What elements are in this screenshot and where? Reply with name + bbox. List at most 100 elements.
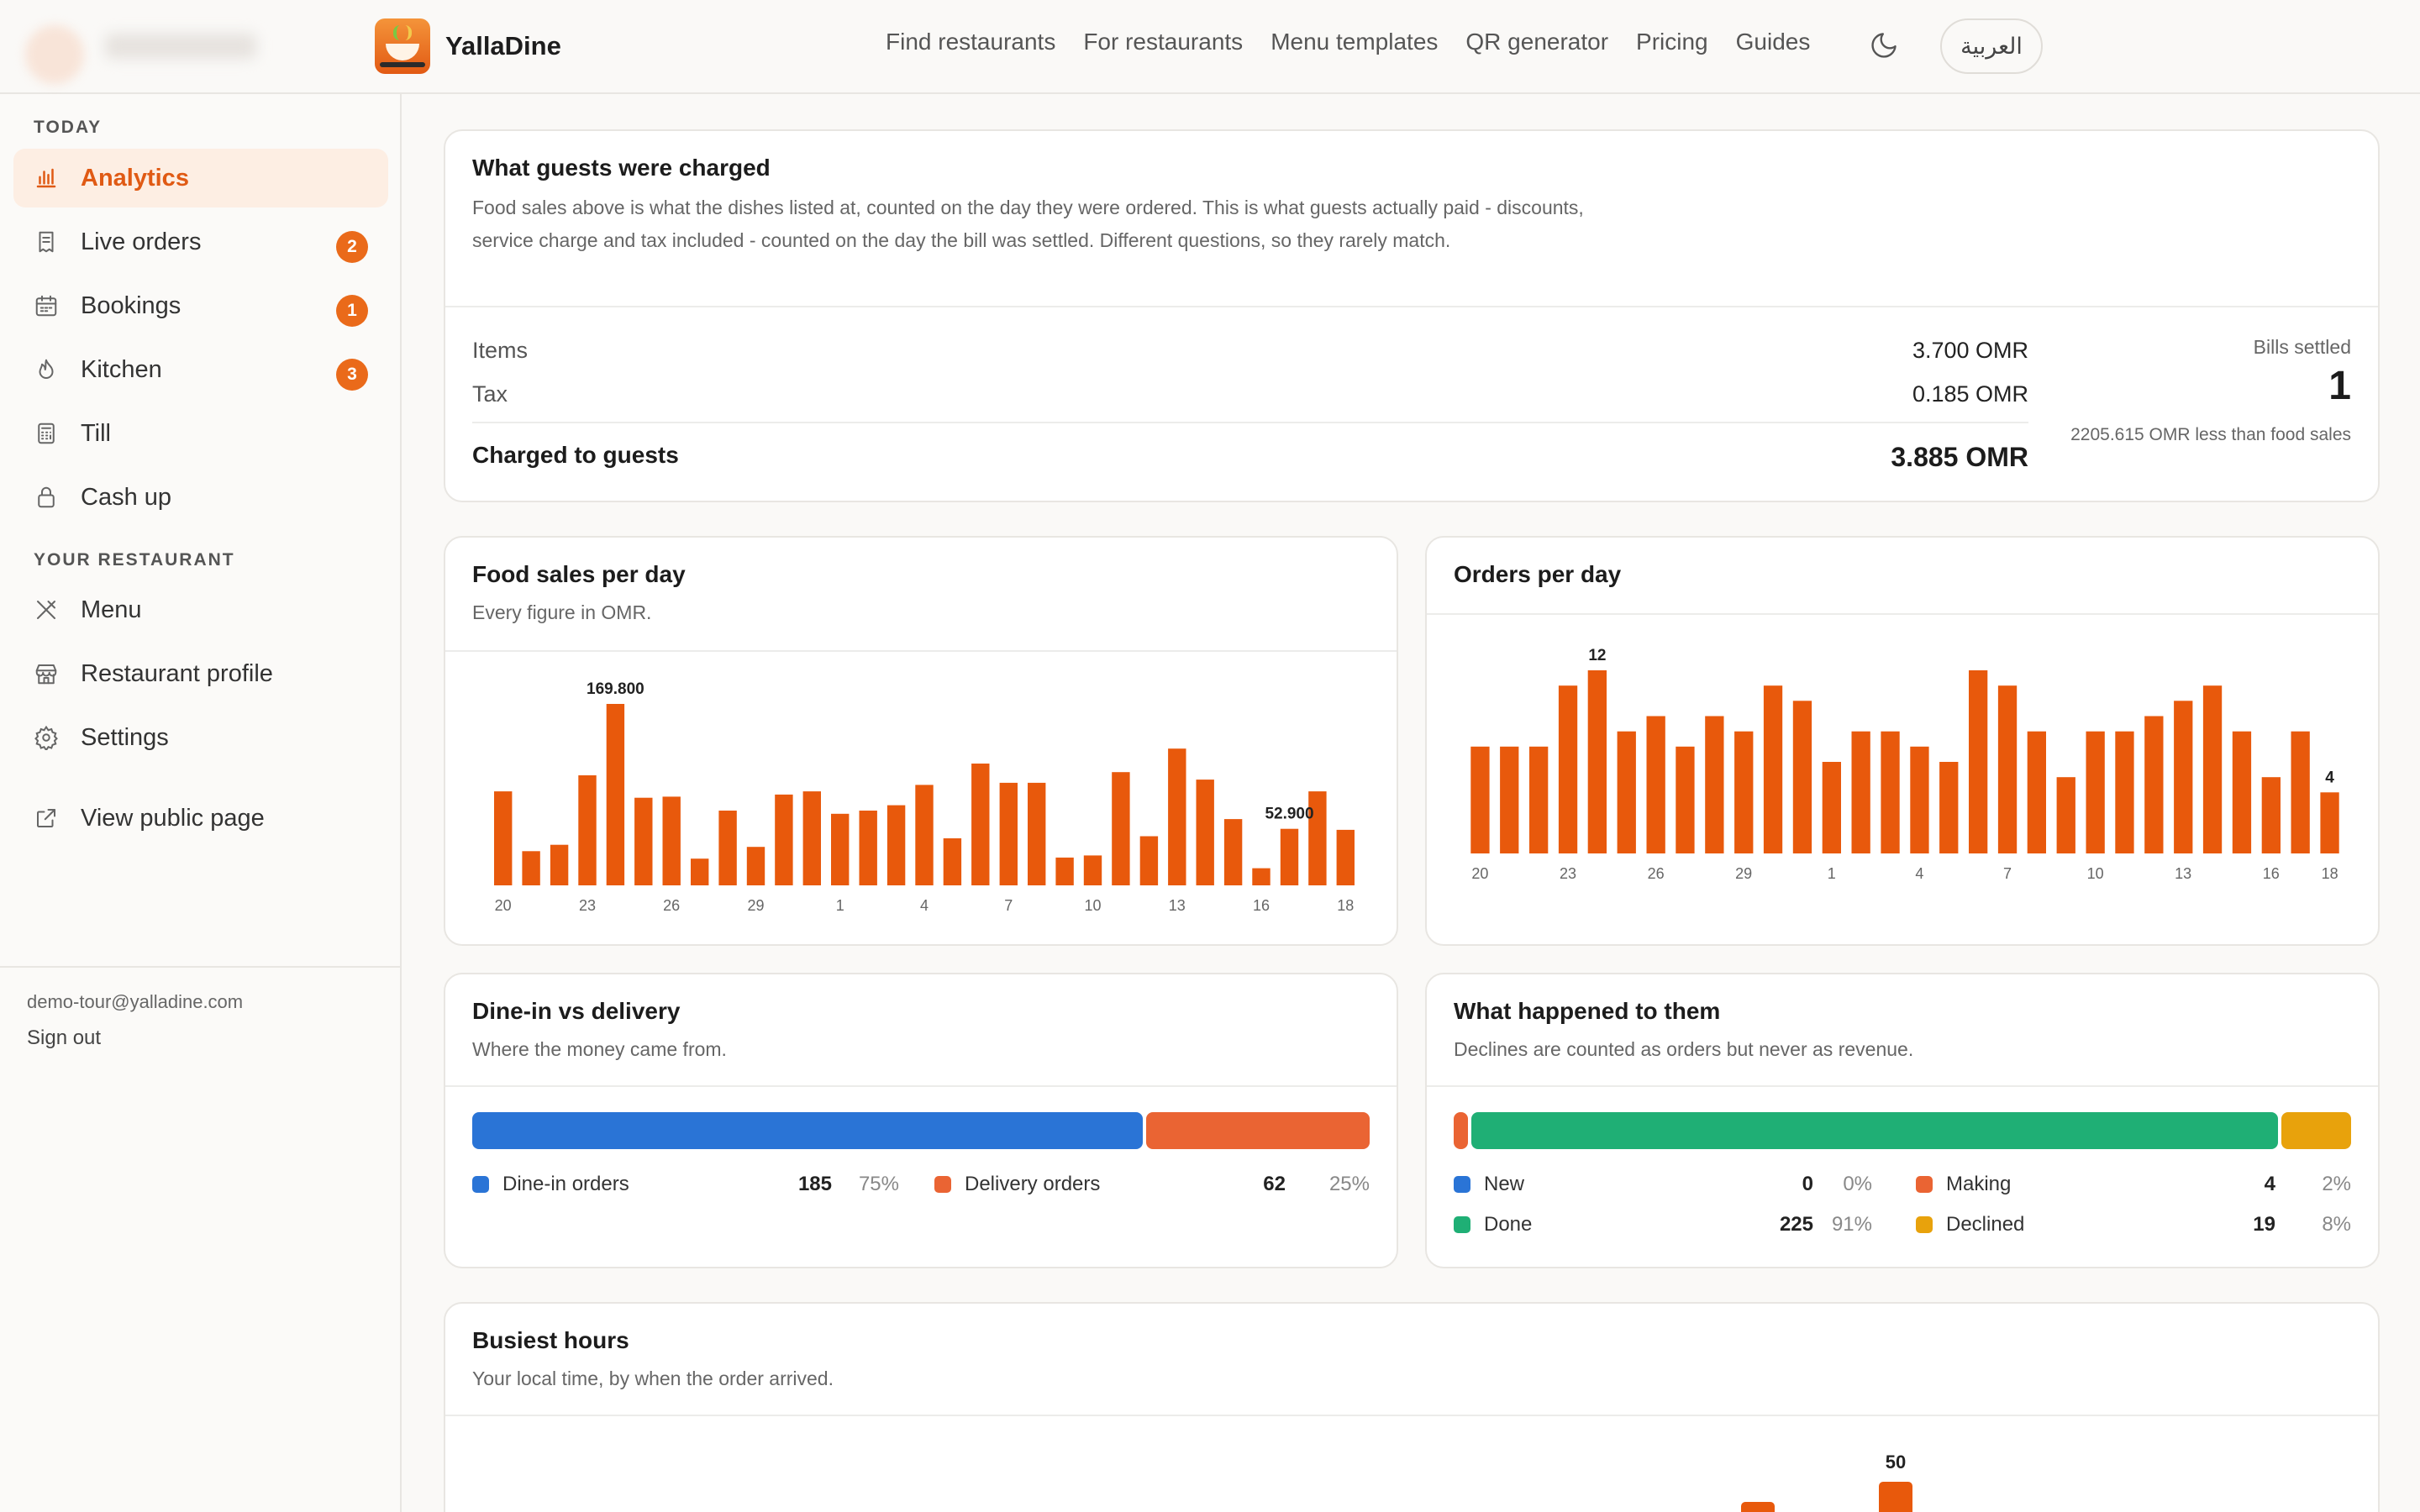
divider: [472, 422, 2028, 423]
receipt-icon: [34, 229, 59, 255]
legend-label: Making: [1946, 1173, 2012, 1195]
sidebar-item-label: Till: [81, 419, 111, 447]
sidebar-section-today: TODAY: [34, 118, 103, 137]
view-public-page-link[interactable]: View public page: [13, 789, 388, 848]
legend-count: 62: [1263, 1173, 1286, 1195]
nav-for-restaurants[interactable]: For restaurants: [1083, 29, 1244, 55]
charge-total-value: 3.885 OMR: [1891, 442, 2028, 472]
sidebar-item-kitchen[interactable]: Kitchen 3: [13, 340, 388, 399]
chart-bar: [1223, 819, 1243, 885]
sidebar-item-live-orders[interactable]: Live orders 2: [13, 213, 388, 271]
brand-logo-icon: [375, 18, 430, 74]
x-tick-label: 29: [1735, 865, 1752, 882]
blurred-restaurant-name: [105, 34, 256, 59]
main-nav: Find restaurants For restaurants Menu te…: [886, 29, 1838, 55]
count-badge: 3: [336, 359, 368, 391]
busiest-hours-chart: 50: [1741, 1452, 1912, 1512]
brand-name: YallaDine: [445, 31, 561, 60]
legend-percent: 8%: [2322, 1213, 2351, 1236]
chart-bar: [1280, 828, 1299, 885]
sign-out-link[interactable]: Sign out: [27, 1026, 102, 1049]
orders-card: Orders per day 12 4 20 23 26 29 1 4 7 10 13 16 18: [1425, 536, 2380, 946]
x-tick-label: 20: [1471, 865, 1488, 882]
hour-bar: [1741, 1502, 1775, 1512]
card-subtitle: Declines are counted as orders but never…: [1454, 1038, 1914, 1060]
bar-value-label: 169.800: [587, 680, 644, 698]
chart-bar: [1308, 791, 1327, 885]
sidebar-item-till[interactable]: Till: [13, 404, 388, 463]
chart-bar: [1558, 685, 1578, 853]
chart-bar: [662, 796, 681, 885]
sidebar-item-menu[interactable]: Menu: [13, 580, 388, 639]
legend-count: 185: [797, 1173, 832, 1195]
chart-bar: [1792, 701, 1812, 853]
hour-bar-peak: [1879, 1482, 1912, 1512]
chart-bar: [2174, 701, 2193, 853]
sidebar-item-cash-up[interactable]: Cash up: [13, 468, 388, 527]
charge-total-label: Charged to guests: [472, 442, 679, 468]
share-segment: [2281, 1112, 2351, 1149]
order-status-card: What happened to them Declines are count…: [1425, 973, 2380, 1268]
x-tick-label: 10: [2087, 865, 2104, 882]
divider: [445, 1085, 1397, 1087]
sidebar-item-label: Kitchen: [81, 355, 162, 383]
chart-bar: [1055, 857, 1074, 885]
divider: [445, 1415, 2378, 1416]
x-tick-label: 10: [1084, 897, 1101, 914]
nav-guides[interactable]: Guides: [1735, 29, 1811, 55]
charge-row-items: Items 3.700 OMR: [472, 338, 2028, 364]
charge-value: 3.700 OMR: [1912, 338, 2028, 363]
x-tick-label: 4: [920, 897, 929, 914]
legend-percent: 0%: [1843, 1173, 1872, 1195]
chart-bar: [1734, 731, 1754, 853]
chart-bar: [1617, 731, 1636, 853]
chart-bar: [1910, 746, 1929, 853]
busiest-hours-card: Busiest hours Your local time, by when t…: [444, 1302, 2380, 1512]
brand-link[interactable]: YallaDine: [375, 18, 561, 74]
share-segment: [472, 1112, 1143, 1149]
charge-label: Tax: [472, 381, 508, 407]
gear-icon: [34, 725, 59, 750]
orders-chart: 12 4 20 23 26 29 1 4 7 10 13 16 18: [1470, 647, 2339, 882]
language-toggle-button[interactable]: العربية: [1940, 18, 2043, 74]
sidebar-item-bookings[interactable]: Bookings 1: [13, 276, 388, 335]
divider: [1427, 1085, 2378, 1087]
x-tick-label: 23: [1560, 865, 1576, 882]
sidebar-item-analytics[interactable]: Analytics: [13, 149, 388, 207]
nav-menu-templates[interactable]: Menu templates: [1270, 29, 1439, 55]
sidebar-item-restaurant-profile[interactable]: Restaurant profile: [13, 644, 388, 703]
sidebar-item-settings[interactable]: Settings: [13, 708, 388, 767]
share-segment: [1146, 1112, 1370, 1149]
chart-bar: [1997, 685, 2018, 853]
top-bar: YallaDine Find restaurants For restauran…: [0, 0, 2420, 94]
legend-percent: 2%: [2322, 1173, 2351, 1195]
chart-bar: [1028, 782, 1046, 885]
dark-mode-moon-icon[interactable]: [1869, 30, 1899, 60]
chart-bar: [718, 811, 737, 885]
chart-bar: [1529, 746, 1549, 853]
bills-settled-note: 2205.615 OMR less than food sales: [2070, 425, 2351, 444]
divider: [445, 306, 2378, 307]
chart-bar: [802, 791, 821, 885]
nav-pricing[interactable]: Pricing: [1636, 29, 1708, 55]
card-title: What happened to them: [1454, 998, 1721, 1024]
card-subtitle: Your local time, by when the order arriv…: [472, 1368, 834, 1389]
dine-in-delivery-bar: [472, 1112, 1370, 1149]
nav-qr-generator[interactable]: QR generator: [1465, 29, 1609, 55]
chart-bar: [2086, 731, 2105, 853]
legend-count: 19: [2253, 1213, 2275, 1236]
nav-find-restaurants[interactable]: Find restaurants: [886, 29, 1056, 55]
chart-bar: [494, 791, 513, 885]
chart-bar: [1112, 772, 1130, 885]
divider: [1427, 613, 2378, 615]
bar-value-label: 52.900: [1265, 806, 1313, 823]
card-title: Food sales per day: [472, 561, 686, 587]
chart-bar: [1881, 731, 1900, 853]
chart-bar: [634, 797, 653, 885]
legend-swatch: [472, 1176, 489, 1193]
legend-swatch: [1916, 1176, 1933, 1193]
sidebar-item-label: Settings: [81, 723, 169, 751]
bills-settled-value: 1: [2328, 364, 2351, 408]
bar-chart-icon: [34, 165, 59, 191]
chart-bar: [2027, 731, 2046, 853]
